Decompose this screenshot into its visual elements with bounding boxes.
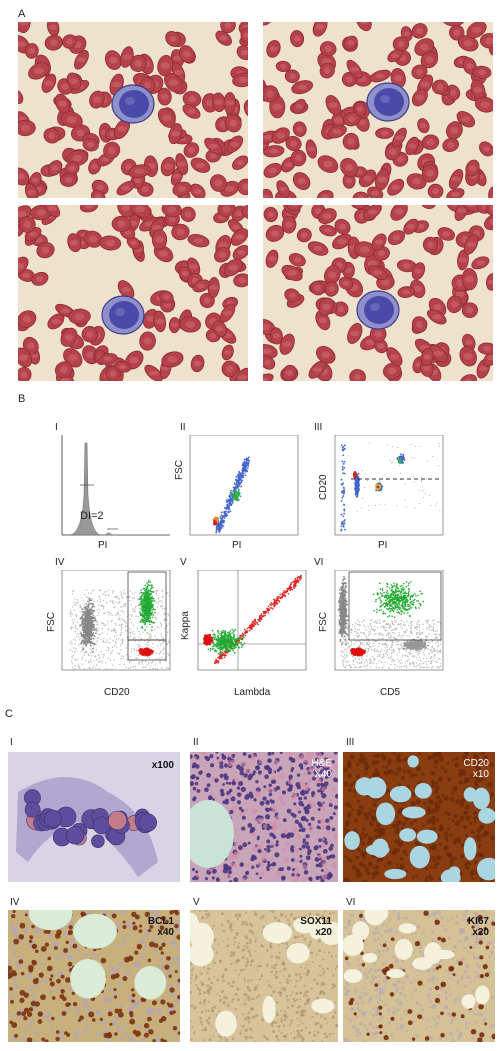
panel-label-b: B [18,393,26,405]
flow-II-number: II [180,422,186,433]
histo-IV-number: IV [10,897,20,908]
smear-image-1 [18,22,248,198]
flow-IV-number: IV [55,557,65,568]
histo-IV-tag: BCL1 x40 [148,916,174,938]
flow-VI-y-label: FSC [318,612,329,632]
histo-III-tag: CD20 x10 [463,758,489,780]
histo-V-image: SOX11 x20 [190,910,338,1042]
flow-III-plot [334,435,444,536]
smear-image-2 [263,22,493,198]
flow-I-x-label: PI [98,540,108,551]
histo-VI-tag: KI67 x20 [468,916,489,938]
histo-V-svg [190,910,338,1042]
histo-II-tag-stain: H&E [311,758,332,769]
histo-III-tag-stain: CD20 [463,758,489,769]
histo-II-svg [190,752,338,882]
histo-I-tag: x100 [151,760,174,771]
smear-image-4 [263,205,493,381]
flow-V-plot [197,570,307,671]
histo-VI-svg [343,910,495,1042]
flow-I-dna-index: DI=2 [80,510,104,522]
smear-image-3 [18,205,248,381]
flow-IV-x-label: CD20 [104,687,130,698]
flow-I-histogram [61,435,170,536]
histo-V-tag: SOX11 x20 [300,916,332,938]
histo-I-svg [16,777,158,877]
flow-III-y-label: CD20 [318,474,329,500]
flow-III-x-label: PI [378,540,388,551]
histo-VI-image: KI67 x20 [343,910,495,1042]
histo-II-tag: H&E X40 [311,758,332,780]
flow-V-y-label: Kappa [180,611,191,640]
histo-III-image: CD20 x10 [343,752,495,882]
flow-I-number: I [55,422,58,433]
histo-II-tag-mag: X40 [314,769,332,780]
histo-I-image: x100 [8,752,180,882]
histo-VI-tag-stain: KI67 [467,916,489,927]
histo-V-tag-stain: SOX11 [300,916,332,927]
histo-V-number: V [193,897,200,908]
smear-svg-2 [263,22,493,198]
panel-label-a: A [18,8,26,20]
flow-VI-plot [334,570,444,671]
flow-III-number: III [314,422,323,433]
panel-label-c: C [5,708,13,720]
flow-VI-x-label: CD5 [380,687,401,698]
flow-V-x-label: Lambda [234,687,271,698]
histo-II-number: II [193,737,199,748]
smear-svg-4 [263,205,493,381]
histo-IV-tag-stain: BCL1 [147,916,174,927]
histo-III-number: III [346,737,355,748]
flow-IV-plot [61,570,171,671]
histo-V-tag-mag: x20 [315,927,332,938]
histo-I-number: I [10,737,13,748]
flow-II-y-label: FSC [174,460,185,480]
histo-III-svg [343,752,495,882]
histo-IV-image: BCL1 x40 [8,910,180,1042]
histo-VI-number: VI [346,897,356,908]
histo-IV-tag-mag: x40 [157,927,174,938]
smear-svg-1 [18,22,248,198]
histo-II-image: H&E X40 [190,752,338,882]
flow-V-number: V [180,557,187,568]
histo-III-tag-mag: x10 [472,769,489,780]
histo-IV-svg [8,910,180,1042]
histo-VI-tag-mag: x20 [472,927,489,938]
flow-IV-y-label: FSC [46,612,57,632]
smear-svg-3 [18,205,248,381]
flow-II-plot [189,435,299,536]
flow-II-x-label: PI [232,540,242,551]
flow-VI-number: VI [314,557,324,568]
